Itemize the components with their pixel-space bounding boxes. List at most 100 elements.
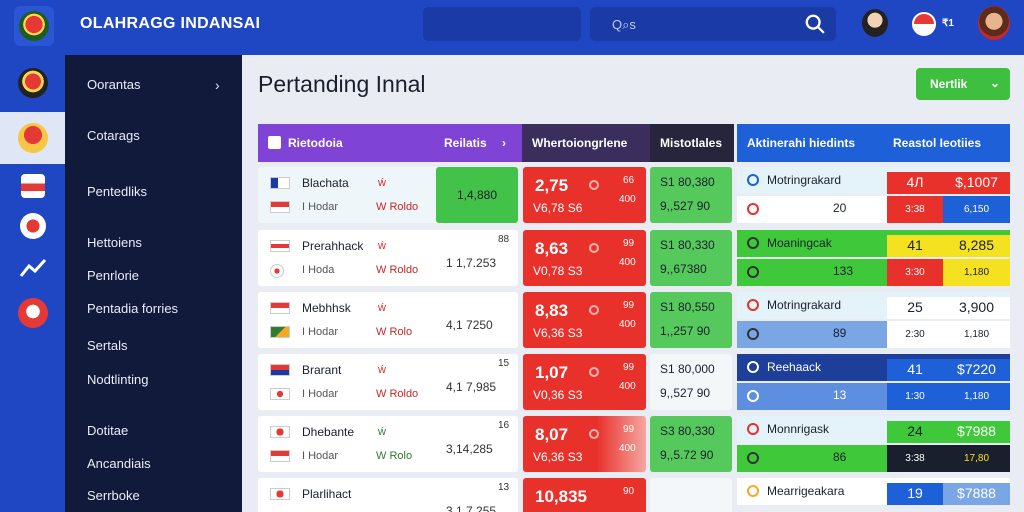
stats-num-1: 25	[887, 297, 943, 319]
odds-cell-green[interactable]: S1 80,550 1,,257 90	[650, 292, 732, 348]
ring-icon	[589, 243, 599, 253]
column-header-results-label: Reilatis	[444, 136, 487, 150]
odds-cell-red[interactable]: 8,63 V0,78 S3 99 400	[523, 230, 646, 286]
column-header-right[interactable]: Aktinerahi hiedints Reastol Ieotiies	[737, 124, 1010, 162]
odds-green-top: S1 80,380	[660, 175, 715, 189]
sidebar-item-oorantas[interactable]: Oorantas	[87, 77, 141, 92]
chevron-right-icon[interactable]: ›	[215, 77, 220, 93]
stats-cell[interactable]: Monnrigask 24 $7988 86 3:38 17,80	[737, 416, 1010, 472]
odds-cell-green[interactable]	[650, 478, 732, 512]
rail-item-league[interactable]	[0, 287, 65, 339]
odds-value[interactable]: 1,4,880	[436, 167, 518, 223]
rail-item-home[interactable]	[0, 57, 65, 109]
rail-item-stats[interactable]	[0, 243, 65, 295]
column-header-mid2[interactable]: Mistotlales	[650, 124, 734, 162]
table-row[interactable]: Blachata I Hodar ẃ W Roldo 1,4,880 2,75 …	[258, 167, 1010, 223]
stats-name: Reehaack	[767, 360, 822, 374]
odds-value: 3,1 7,255	[446, 504, 497, 512]
odds-right-bottom: 400	[619, 443, 636, 454]
stats-row-bottom: 133 3:30 1,180	[737, 259, 1010, 286]
form-label: ẃ	[378, 177, 386, 189]
odds-right-bottom: 400	[619, 257, 636, 268]
table-row[interactable]: Mebhhsk I Hodar ẃ W Rolo 4,1 7250 8,83 V…	[258, 292, 1010, 348]
rail-item-live[interactable]	[0, 200, 65, 252]
column-header-mid[interactable]: Whertoiongrlene	[522, 124, 650, 162]
odds-sub: V0,78 S3	[533, 264, 583, 278]
calendar-icon	[20, 174, 45, 198]
odds-cell-red[interactable]: 8,83 V6,36 S3 99 400	[523, 292, 646, 348]
odds-cell-green[interactable]: S1 80,000 9,,527 90	[650, 354, 732, 410]
search-input[interactable]	[590, 7, 836, 41]
stats-row-bottom: 86 3:38 17,80	[737, 445, 1010, 472]
sidebar-item-pentedliks[interactable]: Pentedliks	[87, 184, 147, 199]
sidebar-item-cotarags[interactable]: Cotarags	[87, 128, 140, 143]
sidebar-item-nodtlinting[interactable]: Nodtlinting	[87, 372, 149, 387]
stats-row-top: Motringrakard 4Л $,1007	[737, 167, 1010, 194]
sidebar-item-serrboke[interactable]: Serrboke	[87, 488, 140, 503]
sidebar-item-penrlorie[interactable]: Penrlorie	[87, 268, 140, 283]
flag-icon	[270, 426, 290, 438]
stats-name: Mearrigeakara	[767, 484, 845, 498]
table-row[interactable]: Dhebante I Hodar ẃ W Rolo 16 3,14,285 8,…	[258, 416, 1010, 472]
user-avatar[interactable]	[862, 9, 888, 37]
odds-right-bottom: 400	[619, 381, 636, 392]
odds-cell-red[interactable]: 1,07 V0,36 S3 99 400	[523, 354, 646, 410]
column-header-match[interactable]: Rietodoia Reilatis ›	[258, 124, 522, 162]
flag-icon	[270, 302, 290, 314]
odds-cell-red[interactable]: 2,75 V6,78 S6 66 400	[523, 167, 646, 223]
chevron-right-icon: ›	[502, 136, 506, 150]
stats-sub-2: 1,180	[943, 321, 1010, 348]
match-meta: 13	[498, 482, 510, 493]
rail-item-teams[interactable]	[0, 112, 65, 164]
stats-cell[interactable]: Motringrakard 4Л $,1007 20 3:38 6,150	[737, 167, 1010, 223]
odds-main: 10,835	[535, 487, 587, 506]
top-header: OLAHRAGG INDANSAI ₹1	[0, 0, 1024, 55]
filter-box[interactable]	[423, 7, 581, 41]
search-icon[interactable]	[804, 13, 826, 35]
stats-sub-2: 17,80	[943, 445, 1010, 472]
odds-cell-green[interactable]: S3 80,330 9,,5.72 90	[650, 416, 732, 472]
logo[interactable]	[14, 6, 54, 46]
sidebar-item-dotitae[interactable]: Dotitae	[87, 423, 129, 438]
match-cell[interactable]: Plarlihact 13 3,1 7,255	[258, 478, 518, 512]
sidebar: Oorantas › Cotarags Pentedliks Hettoiens…	[65, 55, 242, 512]
stats-cell[interactable]: Reehaack 41 $7220 13 1:30 1,180	[737, 354, 1010, 410]
stats-num-1: 41	[887, 235, 943, 257]
ball-icon	[747, 266, 759, 278]
team-name: Prerahhack	[302, 239, 364, 253]
odds-value: 4,1 7250	[446, 318, 493, 332]
odds-cell-green[interactable]: S1 80,380 9,,527 90	[650, 167, 732, 223]
flag-icon	[270, 326, 290, 338]
flag-icon[interactable]	[912, 12, 936, 36]
ring-icon	[589, 429, 599, 439]
odds-cell-green[interactable]: S1 80,330 9,,67380	[650, 230, 732, 286]
odds-cell-red[interactable]: 10,835 90	[523, 478, 646, 512]
table-row[interactable]: Prerahhack I Hoda ẃ W Roldo 88 1 1,7.253…	[258, 230, 1010, 286]
match-cell[interactable]: Mebhhsk I Hodar ẃ W Rolo 4,1 7250	[258, 292, 518, 348]
ball-icon	[747, 328, 759, 340]
match-cell[interactable]: Prerahhack I Hoda ẃ W Roldo 88 1 1,7.253	[258, 230, 518, 286]
stats-sub-left: 13	[833, 388, 847, 402]
form-label: ẃ	[378, 364, 386, 376]
sidebar-item-sertals[interactable]: Sertals	[87, 338, 128, 353]
stats-sub-1: 3:38	[887, 196, 943, 223]
match-cell[interactable]: Blachata I Hodar ẃ W Roldo 1,4,880	[258, 167, 518, 223]
stats-cell[interactable]: Mearrigeakara 19 $7888	[737, 478, 1010, 512]
stats-cell[interactable]: Motringrakard 25 3,900 89 2:30 1,180	[737, 292, 1010, 348]
calendar-small-icon	[268, 136, 281, 149]
stats-row-bottom: 20 3:38 6,150	[737, 196, 1010, 223]
odds-right-top: 99	[623, 362, 635, 373]
sidebar-item-pentadia-forries[interactable]: Pentadia forries	[87, 301, 179, 316]
odds-cell-red[interactable]: 8,07 V6,36 S3 99 400	[523, 416, 646, 472]
crest-icon	[19, 11, 49, 41]
table-row[interactable]: Plarlihact 13 3,1 7,255 10,835 90 Mearri…	[258, 478, 1010, 512]
sidebar-item-ancandiais[interactable]: Ancandiais	[87, 456, 151, 471]
rail-item-calendar[interactable]	[0, 160, 65, 212]
stats-cell[interactable]: Moaningcak 41 8,285 133 3:30 1,180	[737, 230, 1010, 286]
next-button[interactable]: Nertlik ⌄	[916, 68, 1010, 100]
profile-avatar[interactable]	[978, 6, 1010, 40]
table-row[interactable]: Brarant I Hodar ẃ W Roldo 15 4,1 7,985 1…	[258, 354, 1010, 410]
sidebar-item-hettoiens[interactable]: Hettoiens	[87, 235, 142, 250]
match-cell[interactable]: Dhebante I Hodar ẃ W Rolo 16 3,14,285	[258, 416, 518, 472]
match-cell[interactable]: Brarant I Hodar ẃ W Roldo 15 4,1 7,985	[258, 354, 518, 410]
